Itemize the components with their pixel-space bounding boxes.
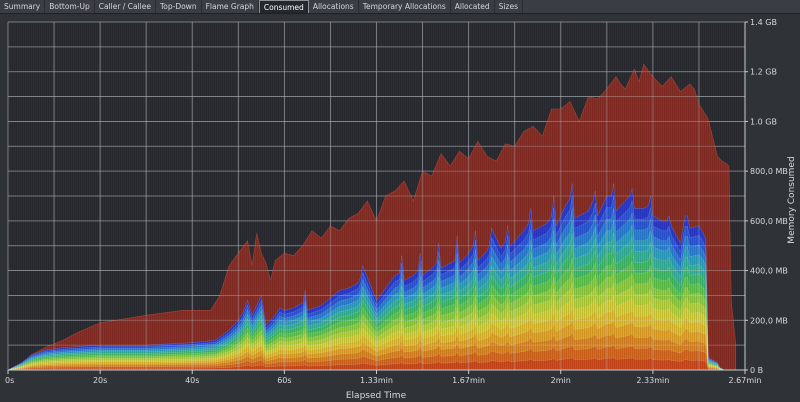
y-tick-label: 1.2 GB bbox=[750, 68, 777, 77]
x-tick-label: 0s bbox=[5, 376, 14, 385]
y-tick-label: 1.0 GB bbox=[750, 117, 777, 126]
tab-bottom-up[interactable]: Bottom-Up bbox=[45, 0, 95, 13]
x-tick-labels: 0s 20s 40s 60s 1.33min 1.67min 2min 2.33min 2.67… bbox=[5, 370, 761, 385]
x-tick-label: 2.33min bbox=[636, 376, 669, 385]
y-tick-label: 400,0 MB bbox=[750, 267, 788, 276]
y-tick-label: 800,0 MB bbox=[750, 167, 788, 176]
y-axis-label: Memory Consumed bbox=[787, 156, 797, 243]
tab-consumed[interactable]: Consumed bbox=[258, 0, 309, 13]
tab-caller-callee[interactable]: Caller / Callee bbox=[94, 0, 156, 13]
x-tick-label: 40s bbox=[185, 376, 199, 385]
x-tick-label: 1.67min bbox=[452, 376, 485, 385]
tab-allocations[interactable]: Allocations bbox=[308, 0, 359, 13]
hatch-overlay bbox=[8, 22, 745, 370]
tab-sizes[interactable]: Sizes bbox=[494, 0, 523, 13]
y-tick-label: 600,0 MB bbox=[750, 217, 788, 226]
tab-top-down[interactable]: Top-Down bbox=[155, 0, 202, 13]
tab-allocated[interactable]: Allocated bbox=[450, 0, 495, 13]
y-tick-label: 1.4 GB bbox=[750, 18, 777, 27]
x-tick-label: 2.67min bbox=[729, 376, 762, 385]
tab-bar: Summary Bottom-Up Caller / Callee Top-Do… bbox=[0, 0, 800, 14]
x-tick-label: 1.33min bbox=[360, 376, 393, 385]
y-tick-label: 0 B bbox=[750, 366, 763, 375]
x-axis-label: Elapsed Time bbox=[346, 391, 407, 401]
x-tick-label: 20s bbox=[93, 376, 107, 385]
y-tick-label: 200,0 MB bbox=[750, 316, 788, 325]
y-tick-labels: 0 B 200,0 MB 400,0 MB 600,0 MB 800,0 MB 1.0 G… bbox=[745, 18, 788, 375]
memory-consumed-chart: 0s 20s 40s 60s 1.33min 1.67min 2min 2.33min 2.67… bbox=[0, 14, 800, 402]
tab-flame-graph[interactable]: Flame Graph bbox=[201, 0, 259, 13]
x-tick-label: 60s bbox=[277, 376, 291, 385]
tab-summary[interactable]: Summary bbox=[0, 0, 46, 13]
chart-svg: 0s 20s 40s 60s 1.33min 1.67min 2min 2.33min 2.67… bbox=[5, 18, 797, 401]
tab-temporary-allocations[interactable]: Temporary Allocations bbox=[358, 0, 451, 13]
x-tick-label: 2min bbox=[551, 376, 571, 385]
